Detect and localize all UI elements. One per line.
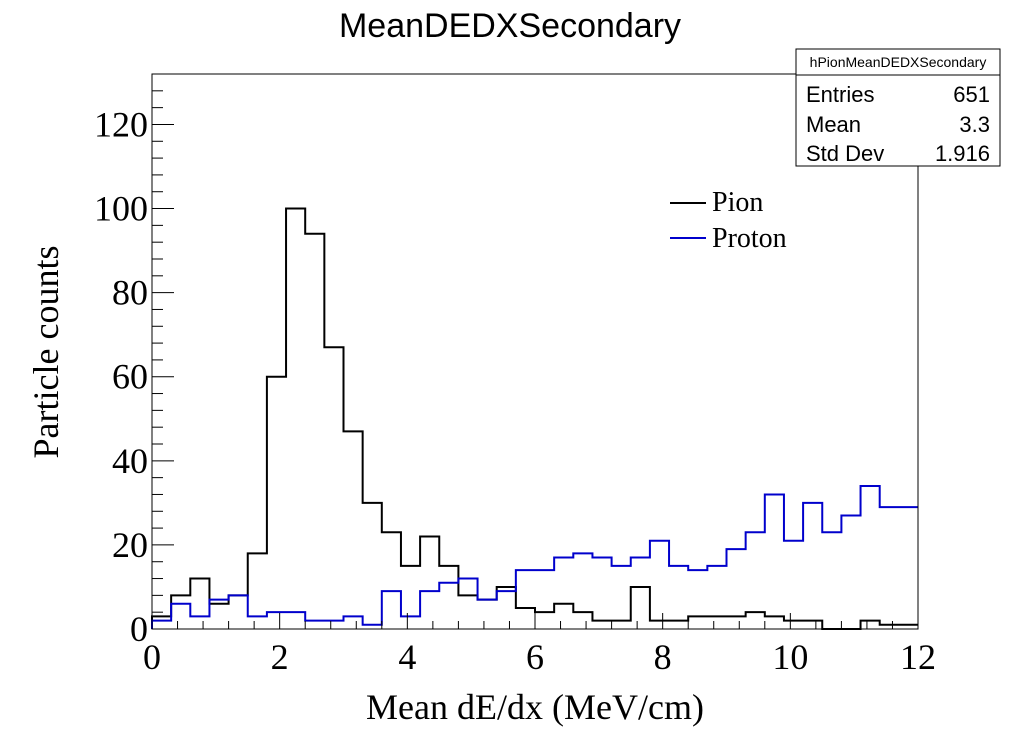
bin-proton-14 — [420, 591, 439, 629]
bin-proton-35 — [822, 532, 841, 629]
bin-proton-5 — [248, 616, 267, 629]
x-tick-label: 10 — [772, 637, 808, 677]
bin-proton-3 — [209, 600, 228, 629]
bin-proton-28 — [688, 570, 707, 629]
bin-proton-15 — [439, 583, 458, 629]
bin-proton-34 — [803, 503, 822, 629]
bin-proton-9 — [324, 621, 343, 629]
x-tick-label: 8 — [654, 637, 672, 677]
stats-box-histogram-name: hPionMeanDEDXSecondary — [810, 54, 987, 70]
bin-proton-1 — [171, 604, 190, 629]
y-tick-label: 100 — [94, 189, 148, 229]
bin-proton-20 — [535, 570, 554, 629]
bin-proton-23 — [592, 558, 611, 629]
series-layer — [151, 207, 918, 630]
y-tick-label: 60 — [112, 357, 148, 397]
bin-proton-0 — [152, 621, 171, 629]
bin-proton-32 — [765, 494, 784, 629]
bin-proton-10 — [344, 616, 363, 629]
stats-value-entries: 651 — [953, 82, 990, 107]
y-tick-label: 80 — [112, 273, 148, 313]
chart-title: MeanDEDXSecondary — [339, 7, 681, 45]
y-tick-label: 40 — [112, 441, 148, 481]
stats-value-std-dev: 1.916 — [935, 141, 990, 166]
bin-pion-10 — [344, 431, 363, 629]
bin-proton-13 — [401, 616, 420, 629]
bin-pion-7 — [286, 209, 305, 629]
bin-proton-22 — [573, 553, 592, 629]
bin-proton-30 — [727, 549, 746, 629]
x-tick-label: 6 — [526, 637, 544, 677]
x-tick-label: 12 — [900, 637, 936, 677]
bin-proton-38 — [880, 507, 918, 629]
bin-proton-26 — [650, 541, 669, 629]
bin-proton-6 — [267, 612, 286, 629]
stats-label-std-dev: Std Dev — [806, 141, 884, 166]
bin-proton-36 — [841, 515, 860, 629]
bin-pion-11 — [363, 503, 382, 629]
bin-proton-27 — [669, 566, 688, 629]
y-axis: 0 20 40 60 80 100 120 — [94, 90, 174, 649]
bin-proton-17 — [478, 600, 497, 629]
bin-proton-8 — [305, 621, 324, 629]
bin-pion-6 — [267, 377, 286, 629]
y-axis-title: Particle counts — [26, 246, 66, 459]
y-tick-label: 120 — [94, 104, 148, 144]
x-tick-label: 4 — [398, 637, 416, 677]
bin-proton-7 — [286, 612, 305, 629]
bin-proton-19 — [516, 570, 535, 629]
bin-proton-24 — [612, 566, 631, 629]
bin-proton-29 — [707, 566, 726, 629]
bin-proton-25 — [631, 558, 650, 629]
stats-box: hPionMeanDEDXSecondary Entries 651 Mean … — [795, 48, 1001, 167]
bin-proton-4 — [229, 595, 248, 629]
bin-proton-11 — [363, 625, 382, 629]
bin-proton-33 — [784, 541, 803, 629]
x-axis-title: Mean dE/dx (MeV/cm) — [366, 687, 704, 727]
bin-proton-2 — [190, 616, 209, 629]
bin-proton-18 — [497, 591, 516, 629]
x-axis: 0 2 4 6 8 10 12 — [143, 613, 936, 677]
x-tick-label: 2 — [271, 637, 289, 677]
x-tick-label: 0 — [143, 637, 161, 677]
bin-proton-37 — [861, 486, 880, 629]
bin-proton-31 — [746, 532, 765, 629]
stats-label-mean: Mean — [806, 112, 861, 137]
bin-pion-8 — [305, 234, 324, 629]
bin-proton-12 — [382, 591, 401, 629]
series-line-proton — [151, 485, 918, 629]
bin-proton-16 — [458, 579, 477, 629]
y-tick-label: 0 — [130, 609, 148, 649]
y-tick-label: 20 — [112, 525, 148, 565]
legend: Pion Proton — [670, 187, 787, 254]
legend-label-proton: Proton — [712, 223, 787, 254]
legend-label-pion: Pion — [712, 187, 763, 218]
bin-proton-21 — [554, 558, 573, 629]
bin-pion-9 — [324, 347, 343, 629]
stats-label-entries: Entries — [806, 82, 874, 107]
stats-value-mean: 3.3 — [959, 112, 990, 137]
stats-box-frame — [795, 48, 1001, 167]
